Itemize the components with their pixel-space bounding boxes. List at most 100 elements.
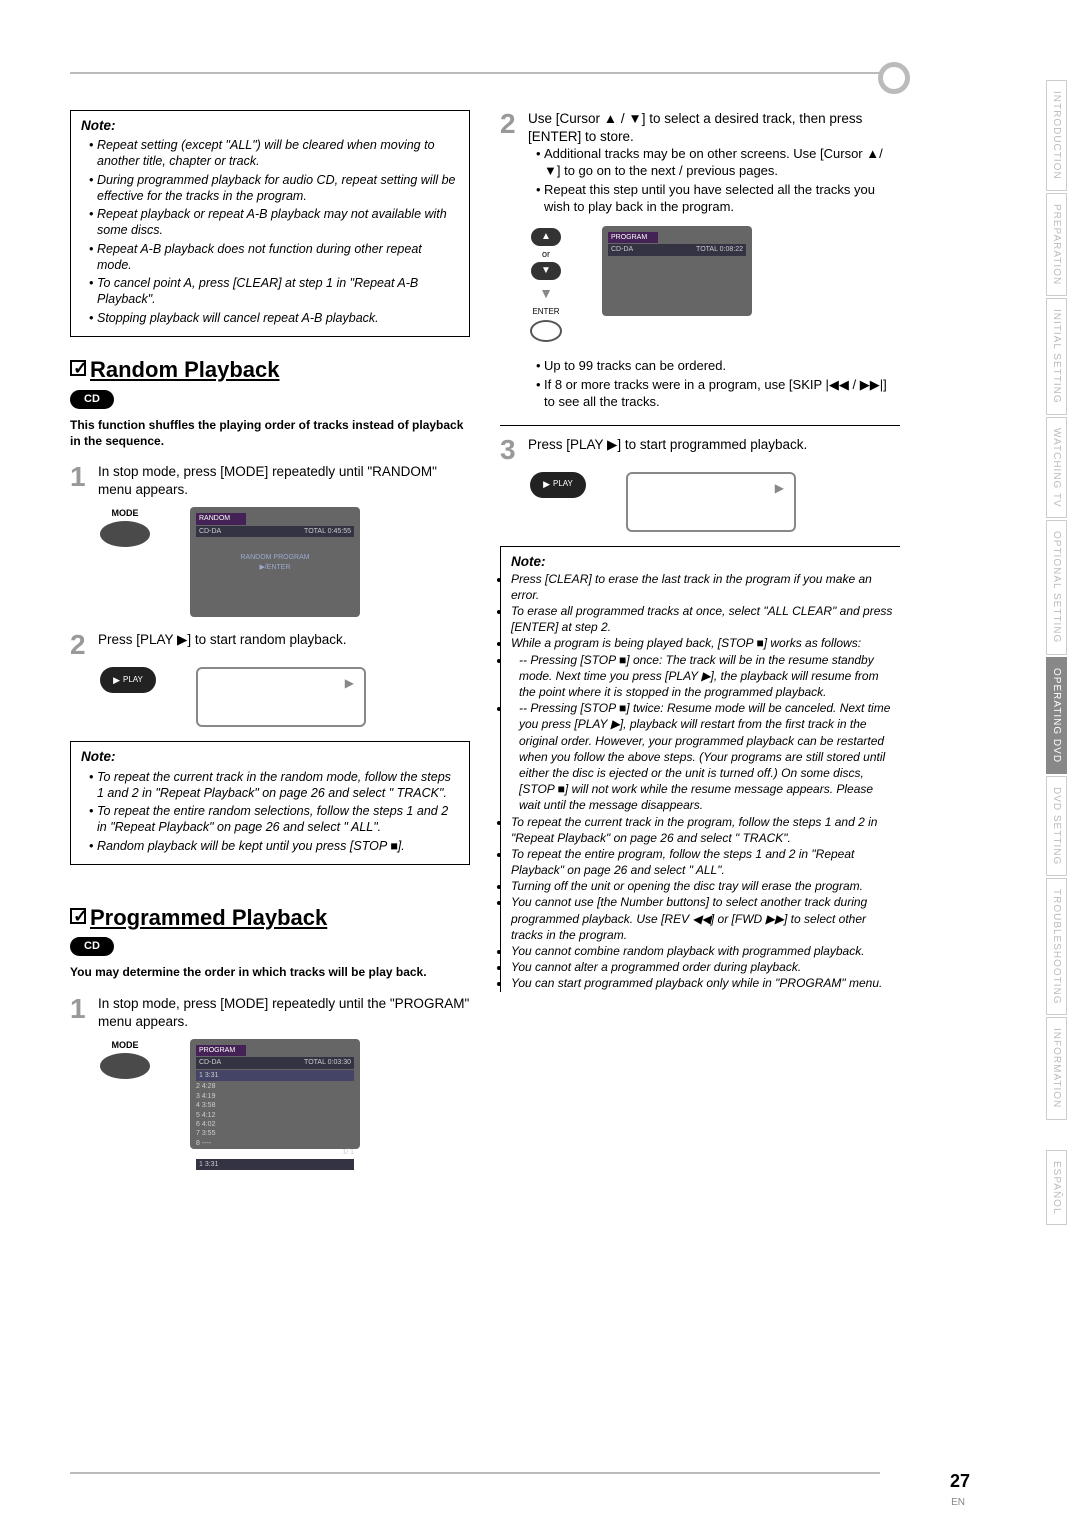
page-language: EN (951, 1497, 965, 1508)
tab-operating-dvd[interactable]: OPERATING DVD (1046, 657, 1067, 774)
mode-button-illus: MODE (100, 1039, 150, 1081)
enter-button-icon (530, 320, 562, 342)
play-button-illus: PLAY (100, 667, 156, 693)
screen-row: 2 4:28 (196, 1082, 354, 1091)
cursor-enter-illus: ▲ or ▼ ▼ ENTER (530, 226, 562, 344)
down-arrow-icon: ▼ (530, 284, 562, 303)
note-box-programmed: Note: Press [CLEAR] to erase the last tr… (500, 546, 900, 992)
screen-header: PROGRAM (196, 1045, 246, 1056)
cd-badge: CD (70, 937, 114, 956)
cd-badge: CD (70, 390, 114, 409)
enter-label: ENTER (530, 307, 562, 318)
checkbox-icon (70, 360, 86, 376)
illustration-row: ▲ or ▼ ▼ ENTER PROGRAM CD-DA TOTAL 0:08:2… (530, 226, 900, 344)
step-number: 2 (500, 110, 522, 218)
mode-label: MODE (100, 1039, 150, 1051)
screen-text: CD-DA (199, 527, 221, 536)
cursor-down-icon: ▼ (531, 262, 561, 280)
oval-button-icon (100, 1053, 150, 1079)
tab-information[interactable]: INFORMATION (1046, 1017, 1067, 1119)
programmed-step-2: 2 Use [Cursor ▲ / ▼] to select a desired… (500, 110, 900, 218)
section-title-text: Random Playback (90, 357, 280, 382)
note-item: To repeat the current track in the progr… (511, 814, 896, 846)
left-column: Note: Repeat setting (except "ALL") will… (70, 110, 470, 1163)
screen-row: 4 3:58 (196, 1101, 354, 1110)
screen-row: 6 4:02 (196, 1120, 354, 1129)
screen-text: TOTAL 0:08:22 (696, 245, 743, 254)
note-item: Press [CLEAR] to erase the last track in… (511, 571, 896, 603)
screen-text: RANDOM PROGRAM (196, 553, 354, 562)
screen-text: CD-DA (611, 245, 633, 254)
tab-preparation[interactable]: PREPARATION (1046, 193, 1067, 296)
step-bullet: Repeat this step until you have selected… (536, 182, 900, 216)
illustration-row: MODE PROGRAM CD-DATOTAL 0:03:30 1 3:31 2… (100, 1039, 470, 1149)
random-step-1: 1 In stop mode, press [MODE] repeatedly … (70, 463, 470, 499)
play-label: PLAY (553, 479, 573, 490)
osd-screen-program: PROGRAM CD-DATOTAL 0:03:30 1 3:31 2 4:28… (190, 1039, 360, 1149)
programmed-step-3: 3 Press [PLAY ▶] to start programmed pla… (500, 436, 900, 464)
step-body: Press [PLAY ▶] to start programmed playb… (528, 436, 900, 464)
step-body: Use [Cursor ▲ / ▼] to select a desired t… (528, 110, 900, 218)
screen-text: CD-DA (199, 1058, 221, 1067)
note-box-random: Note: To repeat the current track in the… (70, 741, 470, 864)
programmed-intro: You may determine the order in which tra… (70, 964, 470, 980)
tab-initial-setting[interactable]: INITIAL SETTING (1046, 298, 1067, 415)
screen-row: 7 3:55 (196, 1129, 354, 1138)
note-item: Repeat A-B playback does not function du… (89, 241, 459, 274)
step-text: Use [Cursor ▲ / ▼] to select a desired t… (528, 111, 862, 144)
tab-watching-tv[interactable]: WATCHING TV (1046, 417, 1067, 519)
screen-row: 8 ---- (196, 1139, 354, 1148)
top-rule (70, 72, 880, 74)
note-item: During programmed playback for audio CD,… (89, 172, 459, 205)
tab-optional-setting[interactable]: OPTIONAL SETTING (1046, 520, 1067, 654)
note-item: Turning off the unit or opening the disc… (511, 878, 896, 894)
cursor-up-icon: ▲ (531, 228, 561, 246)
note-item: To repeat the entire random selections, … (89, 803, 459, 836)
note-item: You cannot combine random playback with … (511, 943, 896, 959)
play-label: PLAY (123, 675, 143, 686)
note-item: To repeat the entire program, follow the… (511, 846, 896, 878)
tab-espanol[interactable]: ESPAÑOL (1046, 1150, 1067, 1226)
screen-bar: CD-DA TOTAL 0:45:55 (196, 526, 354, 537)
note-item: To cancel point A, press [CLEAR] at step… (89, 275, 459, 308)
screen-text: TOTAL 0:45:55 (304, 527, 351, 536)
note-title: Note: (81, 748, 459, 766)
screen-footer: 1/ 1 (196, 1148, 354, 1157)
section-title-text: Programmed Playback (90, 905, 327, 930)
oval-button-icon (100, 521, 150, 547)
note-title: Note: (81, 117, 459, 135)
step-body: In stop mode, press [MODE] repeatedly un… (98, 463, 470, 499)
tv-frame-icon (196, 667, 366, 727)
illustration-row: MODE RANDOM CD-DATOTAL 0:45:55 RANDOM PR… (100, 507, 470, 617)
step-bullet: Up to 99 tracks can be ordered. (536, 358, 900, 375)
mode-label: MODE (100, 507, 150, 519)
mode-button-illus: MODE (100, 507, 150, 549)
note-item: You cannot alter a programmed order duri… (511, 959, 896, 975)
screen-header: PROGRAM (608, 232, 658, 243)
or-label: or (530, 248, 562, 260)
note-title: Note: (511, 553, 896, 571)
play-button-illus: PLAY (530, 472, 586, 498)
screen-text: ▶/ENTER (196, 563, 354, 572)
osd-screen-random: RANDOM CD-DATOTAL 0:45:55 RANDOM PROGRAM… (190, 507, 360, 617)
tv-frame-icon (626, 472, 796, 532)
tab-troubleshooting[interactable]: TROUBLESHOOTING (1046, 878, 1067, 1016)
note-item: Repeat setting (except "ALL") will be cl… (89, 137, 459, 170)
note-item: While a program is being played back, [S… (511, 635, 896, 651)
step-number: 2 (70, 631, 92, 659)
side-tabs: INTRODUCTION PREPARATION INITIAL SETTING… (1046, 80, 1080, 1227)
programmed-step-1: 1 In stop mode, press [MODE] repeatedly … (70, 995, 470, 1031)
note-sub-item: - Pressing [STOP ■] once: The track will… (511, 652, 896, 701)
right-column: 2 Use [Cursor ▲ / ▼] to select a desired… (500, 110, 900, 1163)
step-number: 3 (500, 436, 522, 464)
screen-bar: CD-DATOTAL 0:03:30 (196, 1057, 354, 1068)
osd-screen-program2: PROGRAM CD-DA TOTAL 0:08:22 (602, 226, 752, 316)
tab-dvd-setting[interactable]: DVD SETTING (1046, 776, 1067, 876)
play-oval-icon: PLAY (530, 472, 586, 498)
screen-bar: CD-DA TOTAL 0:08:22 (608, 244, 746, 255)
tab-introduction[interactable]: INTRODUCTION (1046, 80, 1067, 191)
section-random-playback: Random Playback (70, 355, 470, 385)
random-intro: This function shuffles the playing order… (70, 417, 470, 449)
note-item: Repeat playback or repeat A-B playback m… (89, 206, 459, 239)
checkbox-icon (70, 908, 86, 924)
